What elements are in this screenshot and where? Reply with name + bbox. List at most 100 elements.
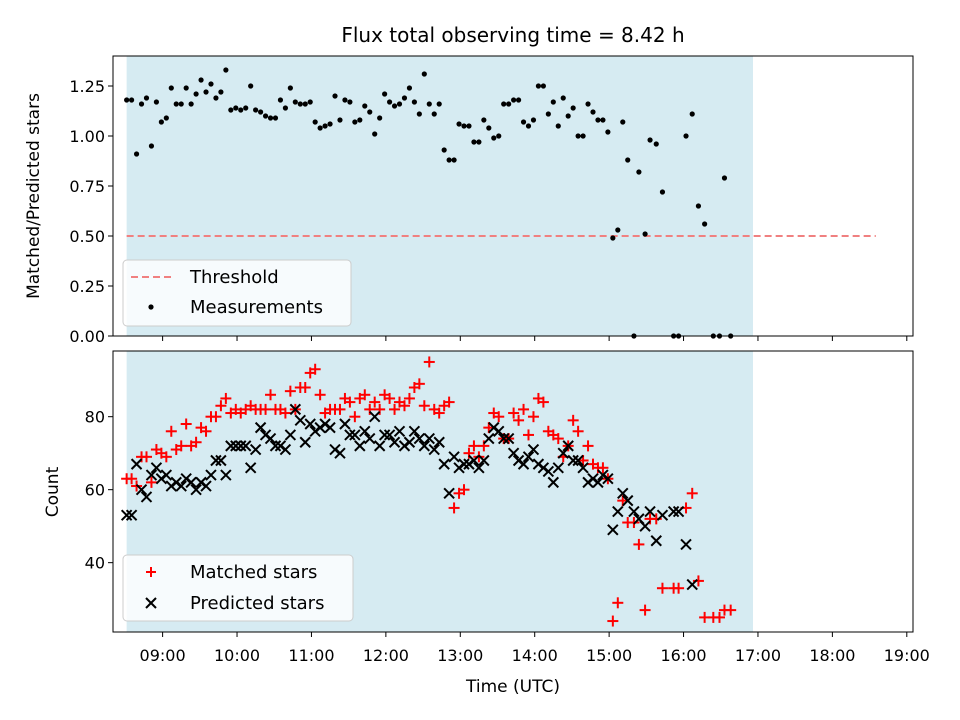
predicted-star-point [125,509,138,521]
matched-star-point [493,411,505,423]
bottom-x-tick-label: 15:00 [586,646,632,665]
matched-star-point [418,400,430,412]
measurement-point [565,113,571,119]
measurements-series [124,67,734,339]
bottom-x-tick-label: 19:00 [884,646,930,665]
measurement-point [267,115,274,121]
bottom-y-axis: 40 60 80 [85,408,113,573]
measurement-point [653,141,659,147]
measurement-point [193,91,199,97]
measurement-point [550,99,556,105]
top-chart-panel: 0.00 0.25 0.50 0.75 1.00 1.25 Matched/Predict… [24,55,914,346]
measurement-point [615,227,621,233]
matched-star-point [384,392,396,404]
predicted-star-point [672,505,685,518]
matched-star-point [175,440,187,452]
measurement-point [133,151,140,157]
measurement-point [610,235,616,241]
bottom-x-tick-label: 18:00 [809,646,855,665]
measurement-point [158,119,164,125]
predicted-star-point [339,418,351,430]
figure-title: Flux total observing time = 8.42 h [341,23,684,47]
bottom-x-tick-label: 11:00 [288,646,334,665]
matched-star-point [389,403,401,415]
measurement-point [600,117,606,123]
measurement-point [243,105,249,111]
measurement-point [406,85,413,91]
predicted-star-point [403,436,416,448]
measurement-point [377,115,383,121]
measurement-point [605,129,611,135]
predicted-star-point [240,440,252,452]
predicted-star-point [349,429,361,441]
predicted-star-point [607,524,619,536]
matched-star-point [260,403,272,415]
top-y-axis: 0.00 0.25 0.50 0.75 1.00 1.25 [69,77,113,346]
predicted-star-point [493,425,505,437]
predicted-star-point [522,451,535,463]
predicted-star-point [324,421,336,434]
predicted-star-point [667,505,680,518]
measurement-point [590,109,596,115]
predicted-star-point [602,473,614,485]
measurement-point [292,99,298,105]
matched-star-point [314,389,326,401]
measurement-point [461,123,467,129]
matched-star-point [433,407,445,419]
measurement-point [411,99,417,105]
predicted-star-point [622,494,634,507]
measurement-point [456,121,462,127]
predicted-star-point [639,520,651,532]
predicted-star-point [359,425,371,437]
matched-star-point [527,411,539,423]
matched-star-point [160,451,172,463]
predicted-star-point [483,432,495,445]
measurement-point [233,105,239,111]
predicted-star-point [612,505,624,518]
matched-star-point [582,440,594,452]
measurement-point [257,109,264,115]
matched-star-point [656,582,668,594]
bottom-x-tick-label: 14:00 [512,646,558,665]
measurement-point [238,107,244,113]
measurement-point [520,119,527,125]
matched-star-point [359,389,371,401]
predicted-star-point [552,462,564,474]
matched-star-point [597,462,609,474]
top-y-tick-label: 0.50 [69,227,105,246]
matched-star-point [165,425,177,437]
predicted-star-point [433,436,445,448]
measurement-point [223,67,229,73]
measurement-point [595,117,601,123]
predicted-star-point [145,469,158,481]
matched-star-point [140,451,152,463]
measurement-point [168,85,174,91]
predicted-star-point [507,447,520,459]
top-y-axis-label: Matched/Predicted stars [24,93,44,299]
measurement-point [352,119,358,125]
matched-star-point [552,433,564,445]
matched-star-point [215,400,227,412]
predicted-star-point [458,458,470,470]
predicted-star-point [478,454,490,467]
bottom-y-tick-label: 60 [85,481,105,500]
predicted-stars-legend-label: Predicted stars [190,593,324,614]
predicted-star-point [299,436,311,448]
predicted-star-point [448,451,460,463]
measurement-point [446,157,452,163]
measurement-point [327,121,333,127]
matched-star-point [200,425,212,437]
measurement-point [451,157,457,163]
predicted-star-point [269,440,282,452]
measurement-point [636,169,642,175]
predicted-star-point [517,458,530,470]
matched-star-point [458,484,470,496]
predicted-star-point [547,476,560,489]
matched-star-point [612,597,624,609]
measurement-point [620,119,626,125]
measurement-point [570,105,576,111]
predicted-star-point [680,538,692,551]
predicted-star-point [175,480,187,492]
predicted-star-point [373,440,386,452]
matched-star-point [725,604,737,616]
